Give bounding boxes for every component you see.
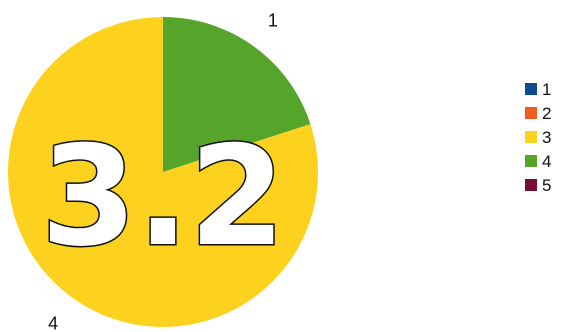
legend-item-3: 3 bbox=[525, 125, 565, 149]
legend-label-5: 5 bbox=[542, 175, 552, 195]
legend-item-4: 4 bbox=[525, 149, 565, 173]
legend-item-1: 1 bbox=[525, 77, 565, 101]
legend-label-4: 4 bbox=[542, 151, 552, 171]
legend-label-1: 1 bbox=[542, 79, 552, 99]
legend-swatch-1 bbox=[525, 83, 537, 95]
legend: 1 2 3 4 5 bbox=[525, 77, 565, 197]
pie-slice-3 bbox=[7, 16, 318, 327]
legend-swatch-2 bbox=[525, 107, 537, 119]
legend-item-5: 5 bbox=[525, 173, 565, 197]
average-value-label: 3.2 bbox=[41, 116, 285, 277]
legend-swatch-5 bbox=[525, 179, 537, 191]
legend-swatch-3 bbox=[525, 131, 537, 143]
pie-slice-labels: 14 bbox=[48, 11, 278, 332]
slice-label-3: 4 bbox=[48, 313, 58, 332]
pie-slice-4 bbox=[163, 17, 311, 172]
slice-label-4: 1 bbox=[268, 11, 278, 31]
legend-item-2: 2 bbox=[525, 101, 565, 125]
legend-label-3: 3 bbox=[542, 127, 552, 147]
legend-swatch-4 bbox=[525, 155, 537, 167]
legend-label-2: 2 bbox=[542, 103, 552, 123]
pie-slices bbox=[7, 16, 318, 327]
